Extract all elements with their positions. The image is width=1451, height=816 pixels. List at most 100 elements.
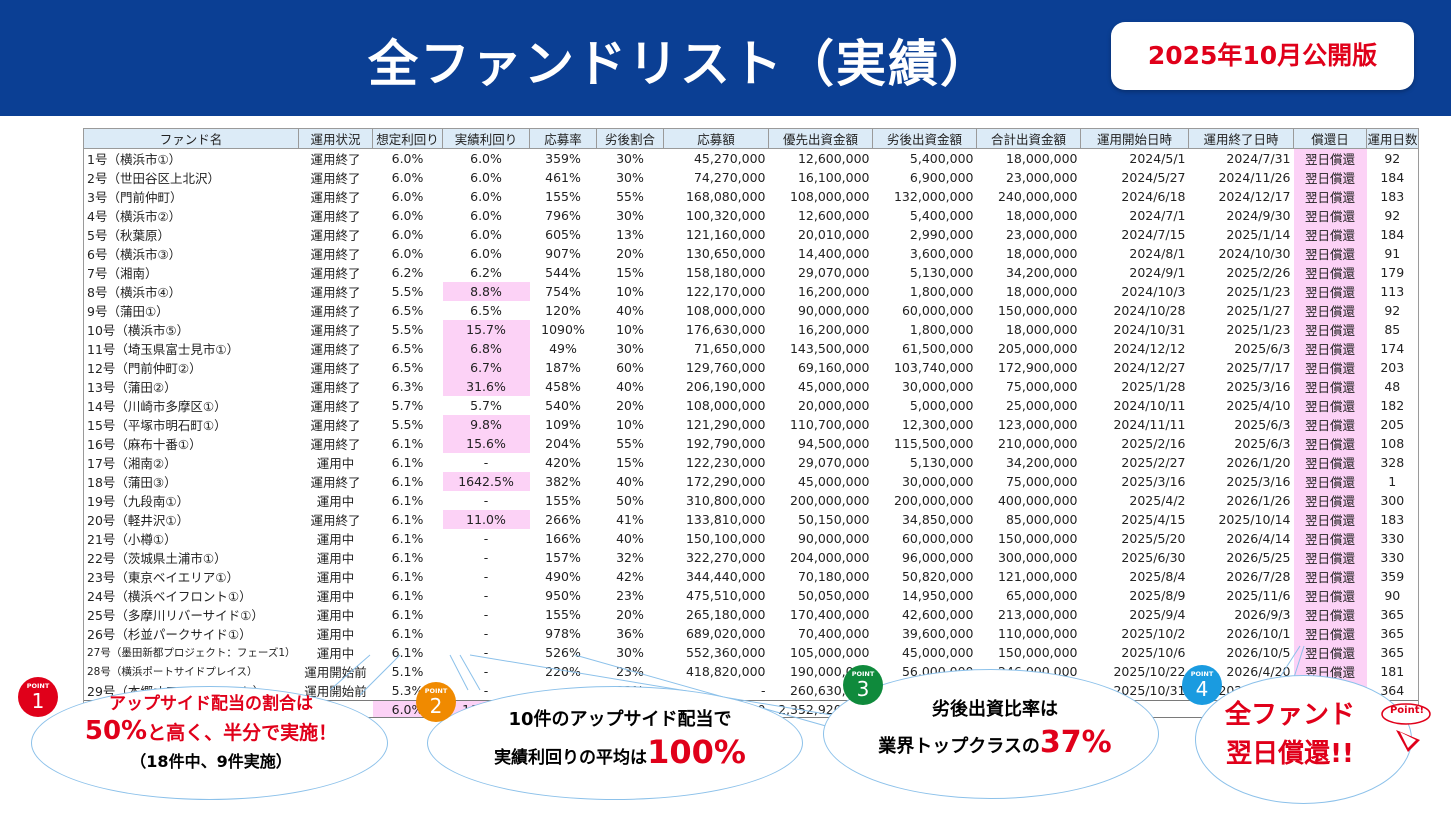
table-cell: 150,000,000	[997, 645, 1078, 660]
table-cell: 運用終了	[310, 190, 361, 205]
table-cell: -	[483, 493, 489, 508]
table-cell: 31.6%	[442, 377, 530, 396]
table-cell: 365	[1366, 643, 1420, 662]
table-cell: 69,160,000	[797, 360, 870, 375]
table-cell: 96,000,000	[901, 550, 974, 565]
table-cell: 365	[1366, 624, 1420, 643]
table-cell: 2026/1/26	[1226, 493, 1291, 508]
table-cell: -	[483, 550, 489, 565]
table-cell: 172,900,000	[997, 360, 1078, 375]
point-badge-text: Point!	[1389, 705, 1425, 716]
table-cell: 2024/7/31	[1226, 151, 1291, 166]
table-cell: 6.1%	[391, 588, 424, 603]
table-cell: 2,990,000	[909, 227, 974, 242]
table-cell: 翌日償還	[1293, 491, 1367, 510]
table-cell: 運用中	[316, 456, 355, 471]
table-cell: 11号（埼玉県富士見市①）	[82, 339, 299, 358]
table-cell: 運用終了	[310, 418, 361, 433]
column-header: 運用日数	[1366, 128, 1420, 149]
table-cell: 14,950,000	[901, 588, 974, 603]
point-badge-icon: Point!	[1378, 700, 1438, 760]
table-cell: 179	[1366, 263, 1420, 282]
table-cell: 15号（平塚市明石町①）	[82, 415, 299, 434]
table-cell: 2025/3/16	[1226, 474, 1291, 489]
table-row: 3号（門前仲町） 運用終了 6.0% 6.0% 155% 55% 168,080,000 10…	[82, 187, 1420, 206]
table-cell: 5,130,000	[909, 265, 974, 280]
table-cell: 運用開始前	[304, 665, 367, 680]
table-cell: 418,820,000	[685, 664, 766, 679]
table-cell: 172,290,000	[685, 474, 766, 489]
table-cell: 41%	[616, 512, 644, 527]
table-cell: 5.7%	[391, 398, 424, 413]
column-header: 想定利回り	[372, 128, 444, 149]
table-cell: 15.6%	[442, 434, 530, 453]
table-cell: 2025/1/27	[1226, 303, 1291, 318]
table-row: 12号（門前仲町②） 運用終了 6.5% 6.7% 187% 60% 129,760,000…	[82, 358, 1420, 377]
table-cell: 2025/6/30	[1121, 550, 1186, 565]
table-cell: 2025/10/2	[1121, 626, 1186, 641]
table-cell: 運用中	[316, 608, 355, 623]
table-cell: 翌日償還	[1293, 377, 1367, 396]
table-cell: 6.5%	[391, 341, 424, 356]
table-cell: 4号（横浜市②）	[82, 206, 299, 225]
table-cell: 6.5%	[391, 303, 424, 318]
table-cell: 23%	[616, 588, 644, 603]
table-cell: 50,150,000	[797, 512, 870, 527]
table-row: 23号（東京ベイエリア①） 運用中 6.1% - 490% 42% 344,440,000 7…	[82, 567, 1420, 586]
point-1-number: 1	[31, 689, 45, 713]
table-cell: 18,000,000	[1005, 246, 1078, 261]
table-cell: 6.8%	[442, 339, 530, 358]
point-2-bubble	[427, 686, 803, 800]
table-cell: 翌日償還	[1293, 225, 1367, 244]
table-cell: 204,000,000	[789, 550, 870, 565]
table-cell: 16,200,000	[797, 322, 870, 337]
table-cell: 翌日償還	[1293, 396, 1367, 415]
table-cell: 5.1%	[391, 664, 424, 679]
table-cell: 運用中	[316, 494, 355, 509]
point-1-bubble	[31, 686, 388, 800]
table-row: 16号（麻布十番①） 運用終了 6.1% 15.6% 204% 55% 192,790,00…	[82, 434, 1420, 453]
table-row: 7号（湘南） 運用終了 6.2% 6.2% 544% 15% 158,180,000 29,0…	[82, 263, 1420, 282]
table-cell: 40%	[616, 303, 644, 318]
table-cell: 458%	[545, 379, 581, 394]
table-cell: 2026/7/28	[1226, 569, 1291, 584]
table-cell: 105,000,000	[789, 645, 870, 660]
table-cell: 300	[1366, 491, 1420, 510]
table-cell: 6.2%	[391, 265, 424, 280]
table-cell: 2026/5/25	[1226, 550, 1291, 565]
table-cell: 183	[1366, 510, 1420, 529]
table-cell: 42%	[616, 569, 644, 584]
table-cell: 2024/7/15	[1121, 227, 1186, 242]
table-cell: 2号（世田谷区上北沢）	[82, 168, 299, 187]
table-cell: 翌日償還	[1293, 301, 1367, 320]
table-cell: 30%	[616, 170, 644, 185]
table-cell: 92	[1366, 206, 1420, 225]
table-cell: 18,000,000	[1005, 284, 1078, 299]
table-cell: 155%	[545, 607, 581, 622]
table-cell: 115,500,000	[893, 436, 974, 451]
table-cell: 21号（小樽①）	[82, 529, 299, 548]
table-cell: 382%	[545, 474, 581, 489]
table-cell: 12,300,000	[901, 417, 974, 432]
table-cell: 143,500,000	[789, 341, 870, 356]
table-cell: 40%	[616, 379, 644, 394]
table-cell: 605%	[545, 227, 581, 242]
table-cell: 49%	[549, 341, 577, 356]
table-cell: 91	[1366, 244, 1420, 263]
table-cell: 8号（横浜市④）	[82, 282, 299, 301]
table-cell: 2025/6/3	[1234, 341, 1291, 356]
table-cell: 5.5%	[391, 284, 424, 299]
point-2-line2: 実績利回りの平均は	[494, 748, 648, 768]
point-2-number: 2	[429, 694, 443, 718]
table-cell: 2024/12/27	[1113, 360, 1186, 375]
table-row: 21号（小樽①） 運用中 6.1% - 166% 40% 150,100,000 90,000…	[82, 529, 1420, 548]
table-cell: 170,400,000	[789, 607, 870, 622]
table-cell: 34,850,000	[901, 512, 974, 527]
column-header: 劣後出資金額	[872, 128, 978, 149]
table-cell: 2025/2/27	[1121, 455, 1186, 470]
table-cell: 45,000,000	[901, 645, 974, 660]
table-cell: 運用終了	[310, 361, 361, 376]
table-cell: 45,000,000	[797, 474, 870, 489]
table-cell: 75,000,000	[1005, 379, 1078, 394]
column-header: 運用開始日時	[1080, 128, 1190, 149]
